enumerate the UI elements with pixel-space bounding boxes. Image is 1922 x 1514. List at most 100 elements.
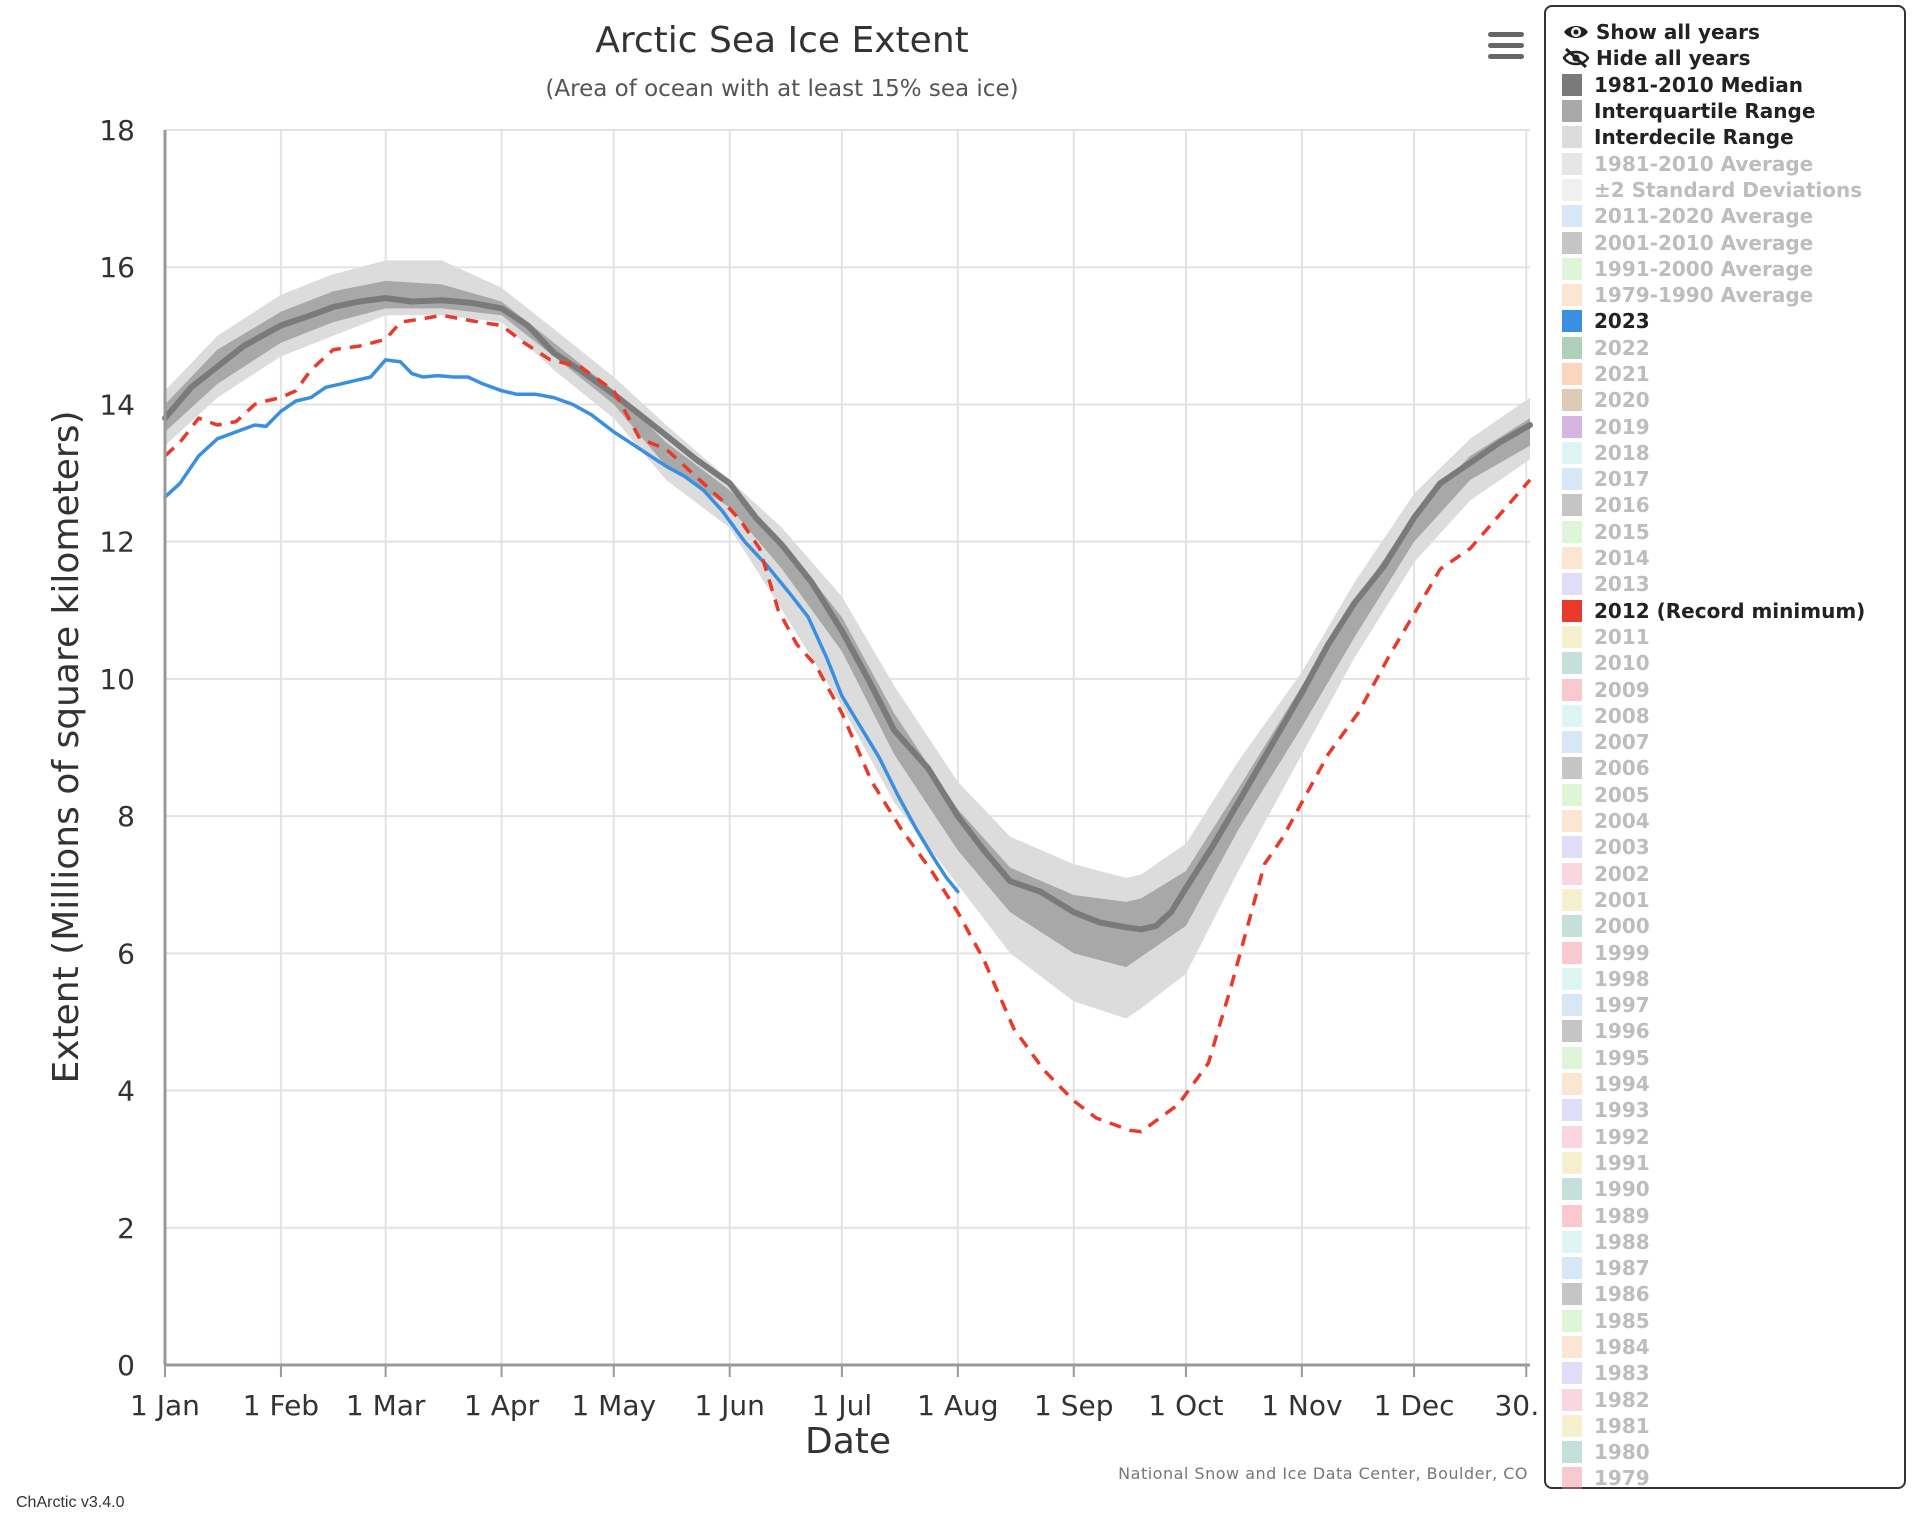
legend-item[interactable]: 2016 [1562, 492, 1904, 518]
legend-item[interactable]: 2017 [1562, 466, 1904, 492]
legend-swatch [1562, 231, 1582, 254]
legend-item-label: 1986 [1594, 1282, 1650, 1307]
legend-swatch [1562, 967, 1582, 990]
legend-item-label: 1980 [1594, 1440, 1650, 1465]
legend-item-label: 2000 [1594, 914, 1650, 939]
y-tick-label: 16 [99, 251, 135, 284]
legend-item[interactable]: 1992 [1562, 1123, 1904, 1149]
legend-item-label: 2006 [1594, 756, 1650, 781]
legend-swatch [1562, 1362, 1582, 1385]
legend-item[interactable]: 1991-2000 Average [1562, 256, 1904, 282]
legend-item-label: 1998 [1594, 966, 1650, 991]
y-tick-label: 12 [99, 526, 135, 559]
legend-item[interactable]: Interdecile Range [1562, 124, 1904, 150]
legend-item[interactable]: 1982 [1562, 1386, 1904, 1412]
legend-item[interactable]: 1981-2010 Average [1562, 150, 1904, 176]
legend-item[interactable]: 2014 [1562, 545, 1904, 571]
legend-item-label: 1981 [1594, 1413, 1650, 1438]
legend-item[interactable]: 1981-2010 Median [1562, 72, 1904, 98]
legend-item[interactable]: 1988 [1562, 1229, 1904, 1255]
series [162, 295, 1533, 1134]
legend-item[interactable]: 2021 [1562, 361, 1904, 387]
grid [165, 129, 1530, 1365]
legend-item-label: 2011-2020 Average [1594, 204, 1814, 229]
legend-item[interactable]: 1993 [1562, 1097, 1904, 1123]
eye-slash-icon [1562, 48, 1590, 69]
legend-item-label: 1993 [1594, 1098, 1650, 1123]
legend-item[interactable]: 1991 [1562, 1150, 1904, 1176]
hamburger-menu-icon[interactable] [1480, 20, 1532, 72]
legend-item-label: 2004 [1594, 809, 1650, 834]
legend-item[interactable]: 2018 [1562, 440, 1904, 466]
legend-item[interactable]: 1987 [1562, 1255, 1904, 1281]
legend-item[interactable]: 1979 [1562, 1465, 1904, 1491]
legend-item[interactable]: 1980 [1562, 1439, 1904, 1465]
legend-item-label: 1992 [1594, 1124, 1650, 1149]
legend-item-label: 1997 [1594, 993, 1650, 1018]
y-tick-label: 0 [117, 1349, 135, 1382]
legend-item[interactable]: 1996 [1562, 1018, 1904, 1044]
legend-item-label: Interquartile Range [1594, 99, 1816, 124]
legend-item-label: 2016 [1594, 493, 1650, 518]
legend-item[interactable]: 2007 [1562, 729, 1904, 755]
legend-item-label: 1991-2000 Average [1594, 256, 1814, 281]
legend-item[interactable]: 2019 [1562, 413, 1904, 439]
legend-item[interactable]: 2002 [1562, 861, 1904, 887]
legend-item[interactable]: 1995 [1562, 1045, 1904, 1071]
legend-item[interactable]: 2011 [1562, 624, 1904, 650]
legend-item[interactable]: 2008 [1562, 703, 1904, 729]
legend-item[interactable]: 1998 [1562, 966, 1904, 992]
legend-item[interactable]: 2015 [1562, 519, 1904, 545]
legend-item-label: 2020 [1594, 388, 1650, 413]
legend-swatch [1562, 704, 1582, 727]
legend-item[interactable]: Interquartile Range [1562, 98, 1904, 124]
legend-item[interactable]: 2006 [1562, 755, 1904, 781]
legend-item[interactable]: 2022 [1562, 335, 1904, 361]
legend-item-label: 2008 [1594, 703, 1650, 728]
legend-item[interactable]: 1979-1990 Average [1562, 282, 1904, 308]
y-tick-label: 6 [117, 937, 135, 970]
legend-item-label: 1994 [1594, 1072, 1650, 1097]
legend-swatch [1562, 1414, 1582, 1437]
legend-item[interactable]: 1984 [1562, 1334, 1904, 1360]
chart-area: Arctic Sea Ice Extent (Area of ocean wit… [46, 20, 1540, 1462]
legend-item[interactable]: 1989 [1562, 1202, 1904, 1228]
legend-item[interactable]: 1985 [1562, 1308, 1904, 1334]
legend-item[interactable]: 2010 [1562, 650, 1904, 676]
legend-item[interactable]: 2003 [1562, 834, 1904, 860]
legend-swatch [1562, 1441, 1582, 1464]
legend-item[interactable]: 2013 [1562, 571, 1904, 597]
legend-item[interactable]: 2011-2020 Average [1562, 203, 1904, 229]
series-line-1981-2010-median [162, 295, 1533, 933]
legend-item-label: 2019 [1594, 414, 1650, 439]
legend-item[interactable]: 2001 [1562, 887, 1904, 913]
legend-item[interactable]: 1999 [1562, 939, 1904, 965]
legend-item[interactable]: 1983 [1562, 1360, 1904, 1386]
legend-item[interactable]: 2009 [1562, 676, 1904, 702]
legend-swatch [1562, 1309, 1582, 1332]
x-tick-label: 1 Sep [1034, 1389, 1114, 1422]
legend-item[interactable]: 2001-2010 Average [1562, 229, 1904, 255]
legend-item[interactable]: ±2 Standard Deviations [1562, 177, 1904, 203]
legend-item[interactable]: 1994 [1562, 1071, 1904, 1097]
legend-item[interactable]: 1990 [1562, 1176, 1904, 1202]
legend-item[interactable]: 1981 [1562, 1413, 1904, 1439]
legend-item-label: 2012 (Record minimum) [1594, 598, 1866, 623]
legend-item[interactable]: 2005 [1562, 782, 1904, 808]
legend-item[interactable]: 2020 [1562, 387, 1904, 413]
legend-item[interactable]: 2000 [1562, 913, 1904, 939]
legend-swatch [1562, 468, 1582, 491]
legend-swatch [1562, 1151, 1582, 1174]
hide-all-years-button[interactable]: Hide all years [1562, 45, 1904, 71]
legend-item[interactable]: 1997 [1562, 992, 1904, 1018]
hide-all-years-label: Hide all years [1596, 46, 1751, 71]
legend-item-label: 1991 [1594, 1150, 1650, 1175]
legend-item[interactable]: 2023 [1562, 308, 1904, 334]
legend-swatch [1562, 941, 1582, 964]
legend-item[interactable]: 2004 [1562, 808, 1904, 834]
x-tick-label: 1 Jan [130, 1389, 200, 1422]
legend-item[interactable]: 2012 (Record minimum) [1562, 598, 1904, 624]
legend-item[interactable]: 1986 [1562, 1281, 1904, 1307]
show-all-years-button[interactable]: Show all years [1562, 19, 1904, 45]
x-tick-label: 1 Mar [346, 1389, 426, 1422]
